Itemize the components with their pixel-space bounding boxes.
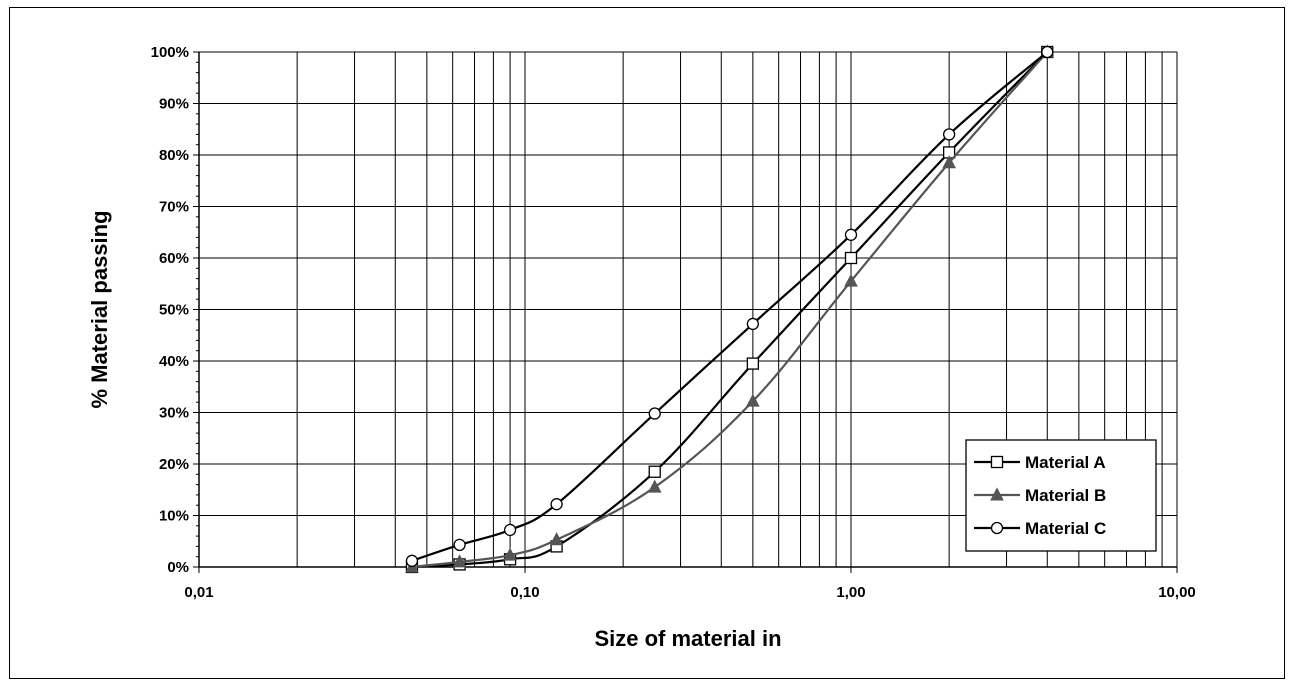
series-material-b	[405, 44, 1055, 573]
y-tick-label: 60%	[159, 250, 189, 267]
series-line	[411, 51, 1048, 562]
marker-circle	[550, 498, 563, 511]
legend-label: Material C	[1025, 519, 1106, 538]
y-tick-label: 50%	[159, 302, 189, 319]
x-tick-label: 1,00	[836, 584, 865, 601]
y-tick-label: 90%	[159, 96, 189, 113]
chart-frame: 0% 10% 20% 30% 40% 50% 60% 70% 80% 90% 100% 0,01 0,1…	[9, 7, 1285, 679]
marker-triangle	[549, 532, 564, 546]
legend-item: Material B	[974, 486, 1106, 505]
marker-triangle	[452, 554, 467, 568]
legend-label: Material A	[1025, 453, 1106, 472]
marker-circle	[746, 317, 760, 331]
marker-circle	[648, 407, 661, 420]
marker-circle	[405, 554, 419, 567]
series-layer	[405, 44, 1055, 574]
x-tick-label: 10,00	[1158, 584, 1196, 601]
chart-svg: 0% 10% 20% 30% 40% 50% 60% 70% 80% 90% 100% 0,01 0,1…	[87, 44, 1196, 651]
marker-circle	[503, 523, 517, 537]
marker-circle	[844, 228, 858, 241]
marker-triangle	[844, 273, 858, 287]
legend: Material A Material B Material C	[965, 439, 1157, 552]
legend-label: Material B	[1025, 486, 1106, 505]
series-line	[411, 51, 1049, 569]
y-axis-title: % Material passing	[87, 210, 112, 408]
marker-circle	[942, 128, 956, 141]
axis-layer: 0% 10% 20% 30% 40% 50% 60% 70% 80% 90% 100% 0,01 0,1…	[151, 44, 1196, 601]
x-tick-label: 0,01	[184, 584, 213, 601]
marker-circle	[1041, 45, 1054, 59]
y-tick-label: 10%	[159, 508, 189, 525]
x-tick-label: 0,10	[510, 584, 539, 601]
marker-square	[648, 465, 661, 478]
y-tick-label: 70%	[159, 199, 189, 216]
marker-square	[844, 251, 858, 265]
y-tick-label: 40%	[159, 353, 189, 370]
x-axis-title: Size of material in	[594, 626, 781, 651]
legend-item: Material C	[974, 519, 1106, 538]
y-tick-label: 80%	[159, 147, 189, 164]
series-line	[411, 51, 1049, 569]
series-material-c	[405, 45, 1054, 567]
y-tick-label: 100%	[151, 44, 189, 61]
marker-circle	[990, 521, 1004, 535]
y-tick-label: 20%	[159, 456, 189, 473]
legend-item: Material A	[974, 453, 1106, 472]
marker-triangle	[647, 479, 662, 493]
y-tick-label: 0%	[167, 559, 189, 576]
marker-triangle	[942, 155, 956, 169]
marker-square	[746, 357, 760, 370]
marker-triangle	[746, 393, 760, 407]
y-tick-label: 30%	[159, 405, 189, 422]
marker-triangle	[503, 547, 517, 561]
marker-triangle	[990, 487, 1004, 501]
marker-square	[990, 455, 1004, 469]
marker-circle	[453, 538, 466, 552]
